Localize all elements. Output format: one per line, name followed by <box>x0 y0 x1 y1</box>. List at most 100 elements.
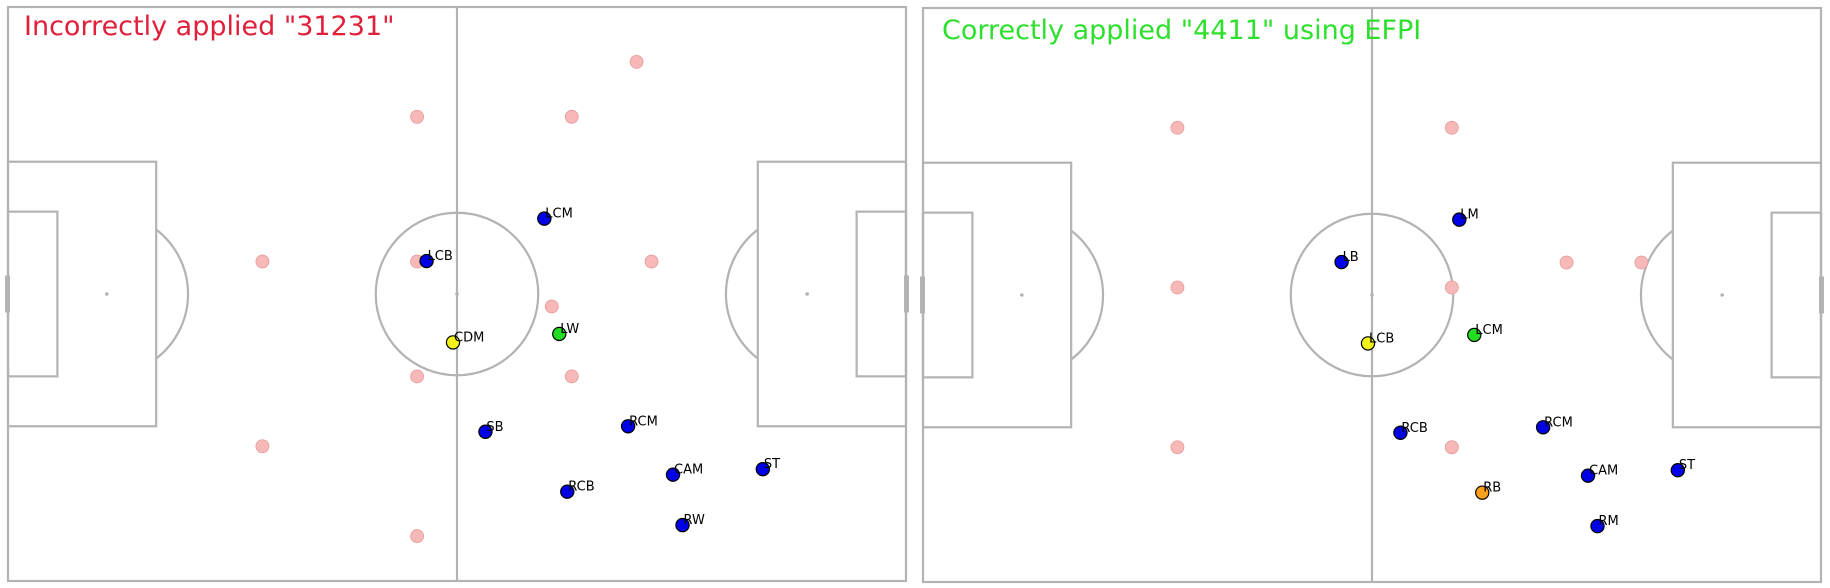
player-dot <box>419 253 434 269</box>
center-circle <box>374 211 540 377</box>
player: RCB <box>1393 421 1428 440</box>
player: CAM <box>665 463 703 482</box>
player: LCM <box>1467 323 1503 343</box>
template-position-marker <box>410 529 424 543</box>
player: LW <box>552 322 579 342</box>
player: LM <box>1452 208 1479 227</box>
template-position-marker <box>255 254 270 269</box>
player-dot <box>560 484 575 499</box>
template-position-marker <box>1559 255 1574 270</box>
player-dot <box>1535 420 1551 435</box>
right-penalty-arc <box>724 228 759 360</box>
player-label: LCB <box>1369 331 1394 346</box>
player-dot <box>1580 468 1596 483</box>
template-position-marker <box>1444 440 1459 455</box>
player: RW <box>675 513 705 533</box>
player-label: LB <box>1343 250 1359 265</box>
left-penalty-box <box>921 161 1073 429</box>
template-position-marker <box>629 55 644 69</box>
player-dot <box>1334 254 1349 270</box>
correct-formation-panel: LB LM LCB LCM RCB RCM CAM ST RB RM Correctly appl… <box>920 6 1824 584</box>
player: RM <box>1590 514 1619 534</box>
template-position-marker <box>1444 280 1459 295</box>
player-markers: LB LM LCB LCM RCB RCM CAM ST RB RM <box>1334 208 1695 534</box>
panel-title-incorrect: Incorrectly applied "31231" <box>24 11 395 42</box>
player-label: RB <box>1483 481 1501 496</box>
player-label: CDM <box>454 330 484 345</box>
incorrect-formation-panel: LCB LCM CDM LW SB RCM CAM ST RCB RW Incorrectly a… <box>5 5 909 583</box>
player-dot <box>1467 327 1482 343</box>
player-dot <box>537 211 552 226</box>
player-label: LCB <box>428 249 453 264</box>
player-dot <box>675 517 690 533</box>
right-goal-box <box>1770 211 1823 379</box>
player: ST <box>755 457 780 477</box>
player-dot <box>1670 462 1686 478</box>
center-circle <box>1289 212 1455 378</box>
left-penalty-box <box>6 160 158 428</box>
template-position-marker <box>410 109 424 124</box>
player-label: LCM <box>545 207 573 222</box>
player-dot <box>478 424 493 439</box>
player: SB <box>478 420 504 439</box>
player-label: RCM <box>629 414 658 429</box>
pitch-lines <box>5 5 909 583</box>
player-label: RCB <box>1401 421 1427 436</box>
template-position-marker <box>644 254 659 269</box>
template-position-marker <box>544 299 559 314</box>
left-penalty-spot <box>104 292 109 296</box>
left-penalty-spot <box>1019 293 1024 297</box>
player-label: RCB <box>568 480 594 495</box>
player-label: SB <box>486 420 503 435</box>
player: RB <box>1475 481 1501 500</box>
player-dot <box>1360 336 1376 351</box>
template-position-marker <box>410 369 424 384</box>
player-dot <box>665 467 681 482</box>
right-penalty-box <box>1671 161 1823 429</box>
template-position-marker <box>1444 120 1459 135</box>
player-dot <box>620 419 636 434</box>
player-dot <box>445 335 461 350</box>
player-dot <box>1475 485 1490 500</box>
player: CAM <box>1580 464 1618 483</box>
player-label: ST <box>764 457 780 472</box>
player-label: LW <box>560 322 579 337</box>
template-position-marker <box>1170 280 1185 295</box>
player-markers: LCB LCM CDM LW SB RCM CAM ST RCB RW <box>419 207 780 533</box>
center-spot <box>455 292 459 296</box>
player-dot <box>1590 518 1605 534</box>
template-position-marker <box>564 109 579 124</box>
template-position-marker <box>1634 255 1649 270</box>
left-goal-box <box>6 210 59 378</box>
player-dot <box>1393 425 1408 440</box>
player-dot <box>755 461 771 477</box>
template-positions <box>1170 120 1649 455</box>
player-label: LM <box>1460 208 1478 223</box>
player: LCM <box>537 207 573 226</box>
player: LCB <box>1360 331 1394 351</box>
template-position-marker <box>1170 120 1185 135</box>
right-penalty-box <box>756 160 908 428</box>
player-dot <box>552 326 567 342</box>
template-position-marker <box>255 439 270 454</box>
center-spot <box>1370 293 1374 297</box>
right-penalty-spot <box>805 292 810 296</box>
player-label: CAM <box>1589 464 1618 479</box>
player: ST <box>1670 458 1695 478</box>
player: RCM <box>1535 415 1573 435</box>
player: LCB <box>419 249 453 269</box>
player: LB <box>1334 250 1359 270</box>
player-label: RM <box>1598 514 1618 529</box>
pitch-lines <box>920 6 1824 584</box>
player: RCB <box>560 480 595 499</box>
left-penalty-arc <box>155 228 190 360</box>
panel-title-correct: Correctly applied "4411" using EFPI <box>942 15 1421 46</box>
right-penalty-spot <box>1720 293 1725 297</box>
player: RCM <box>620 414 658 434</box>
player-dot <box>1452 212 1467 227</box>
player-label: RCM <box>1544 415 1573 430</box>
player-label: LCM <box>1475 323 1503 338</box>
player-label: RW <box>683 513 705 528</box>
left-penalty-arc <box>1070 229 1105 361</box>
